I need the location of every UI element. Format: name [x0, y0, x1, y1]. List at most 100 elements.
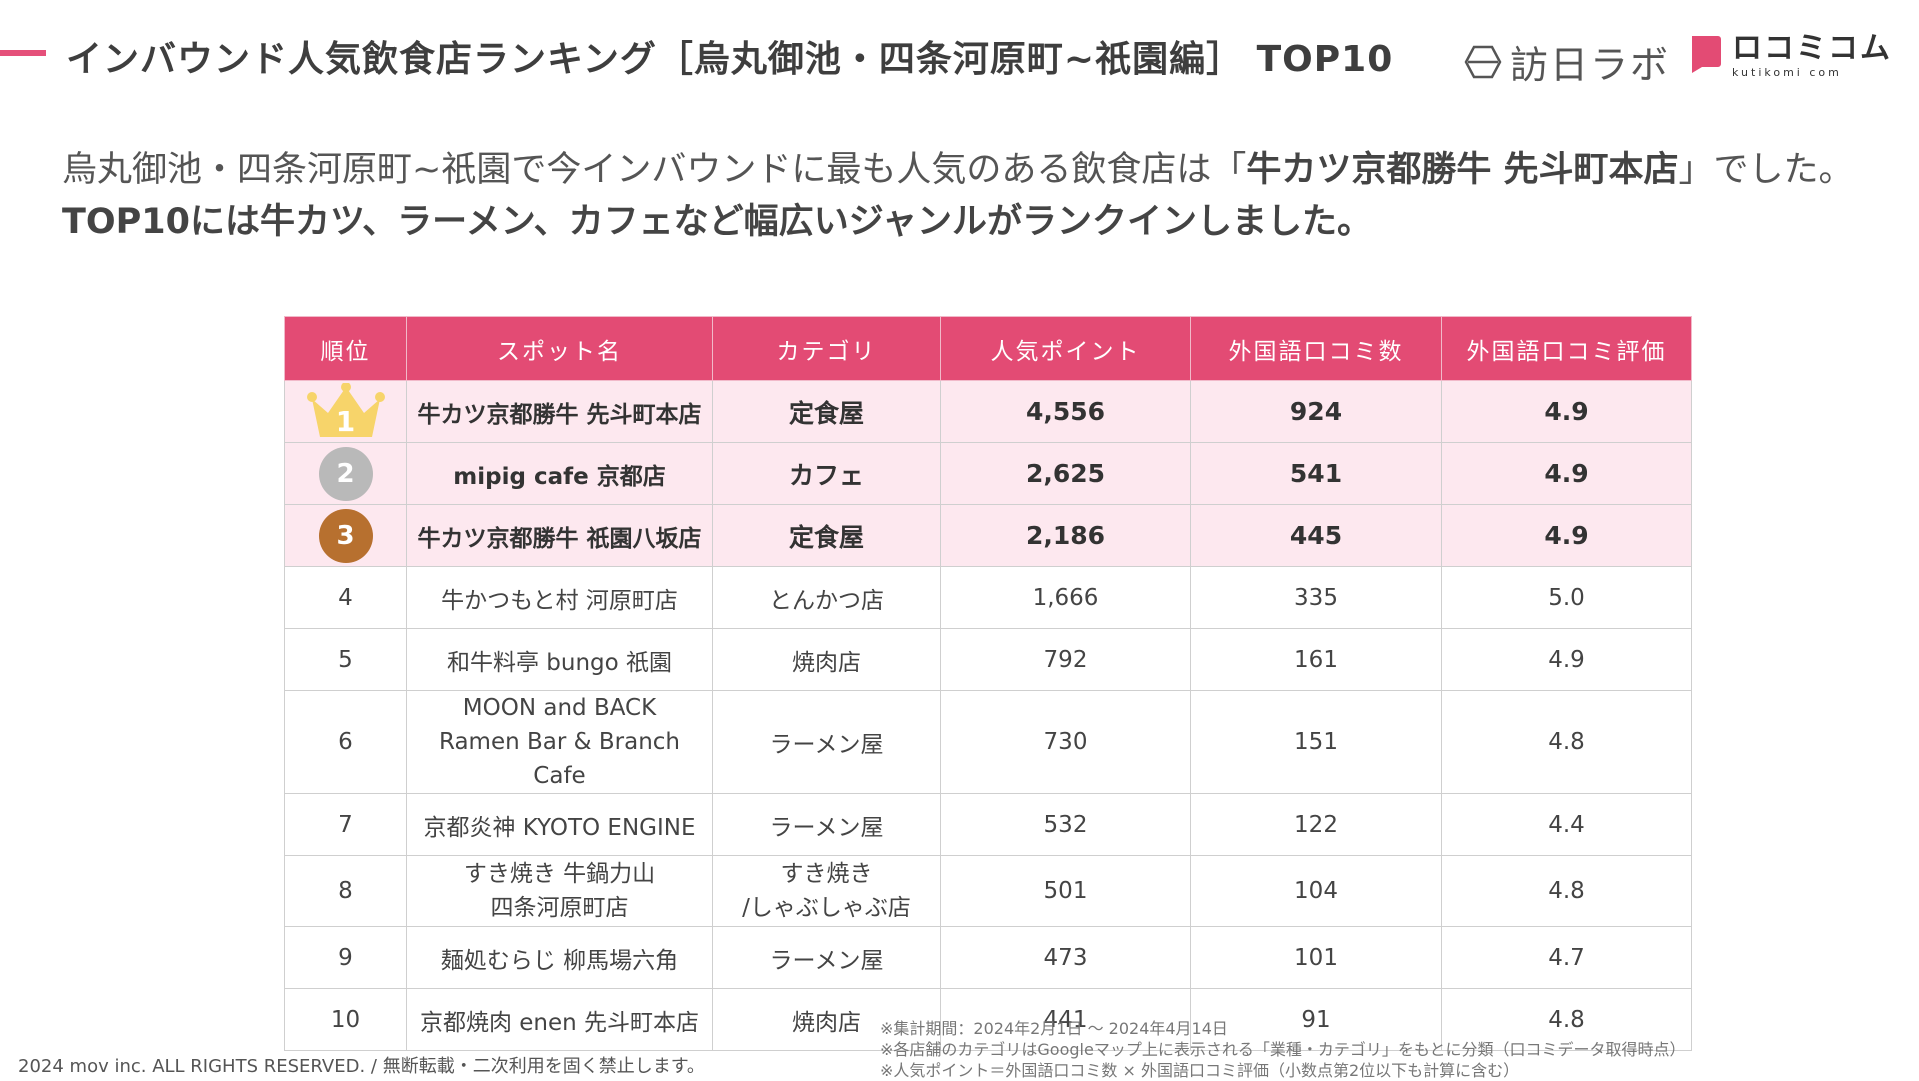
lead-paragraph: 烏丸御池・四条河原町~祇園で今インバウンドに最も人気のある飲食店は「牛カツ京都勝…	[62, 144, 1882, 248]
review-count: 91	[1190, 988, 1442, 1051]
rank-cell: 9	[284, 926, 407, 989]
houjitsu-labo-logo: 訪日ラボ	[1464, 34, 1670, 89]
bronze-medal-icon: 3	[318, 508, 373, 563]
footnotes: ※集計期間：2024年2月1日 〜 2024年4月14日 ※各店舗のカテゴリはG…	[880, 1018, 1686, 1081]
table-row: 6 MOON and BACK Ramen Bar & Branch Cafe ラ…	[284, 690, 1692, 794]
spot-name: 牛カツ京都勝牛 先斗町本店	[406, 380, 713, 443]
category: 焼肉店	[712, 988, 941, 1051]
rank-number: 1	[335, 404, 356, 438]
footnote-category: ※各店舗のカテゴリはGoogleマップ上に表示される「業種・カテゴリ」をもとに分…	[880, 1040, 1686, 1059]
spot-name: 京都炎神 KYOTO ENGINE	[406, 793, 713, 856]
popularity-points: 501	[940, 855, 1191, 927]
spot-name-line2: Ramen Bar & Branch Cafe	[438, 729, 681, 789]
review-count: 104	[1190, 855, 1442, 927]
rank-cell: 10	[284, 988, 407, 1051]
review-rating: 4.9	[1441, 442, 1692, 505]
category: 定食屋	[712, 380, 941, 443]
review-count: 101	[1190, 926, 1442, 989]
popularity-points: 441	[940, 988, 1191, 1051]
popularity-points: 532	[940, 793, 1191, 856]
lead-text-1: 烏丸御池・四条河原町~祇園で今インバウンドに最も人気のある飲食店は「	[62, 150, 1247, 190]
spot-name: 牛かつもと村 河原町店	[406, 566, 713, 629]
header-review-rating: 外国語口コミ評価	[1441, 316, 1692, 381]
category: とんかつ店	[712, 566, 941, 629]
review-rating: 4.9	[1441, 628, 1692, 691]
spot-name: 麺処むらじ 柳馬場六角	[406, 926, 713, 989]
crown-icon: 1	[306, 382, 386, 441]
hexagon-logo-icon	[1464, 45, 1502, 78]
rank-cell: 6	[284, 690, 407, 794]
table-row: 2 mipig cafe 京都店 カフェ 2,625 541 4.9	[284, 442, 1692, 505]
review-rating: 4.9	[1441, 380, 1692, 443]
category: すき焼き/しゃぶしゃぶ店	[712, 855, 941, 927]
review-rating: 4.8	[1441, 855, 1692, 927]
footnote-points: ※人気ポイント＝外国語口コミ数 × 外国語口コミ評価（小数点第2位以下も計算に含…	[880, 1061, 1520, 1080]
copyright-notice: 2024 mov inc. ALL RIGHTS RESERVED. / 無断転…	[18, 1056, 705, 1077]
review-count: 924	[1190, 380, 1442, 443]
table-row: 5 和牛料亭 bungo 祇園 焼肉店 792 161 4.9	[284, 628, 1692, 691]
title-accent-bar	[0, 50, 46, 56]
lead-highlight-shop: 牛カツ京都勝牛 先斗町本店	[1246, 150, 1679, 190]
spot-name-line1: すき焼き 牛鍋力山	[463, 861, 656, 887]
review-count: 541	[1190, 442, 1442, 505]
popularity-points: 2,186	[940, 504, 1191, 567]
spot-name: 牛カツ京都勝牛 祇園八坂店	[406, 504, 713, 567]
kutikomi-logo-subtext: kutikomi com	[1732, 66, 1842, 79]
category-line1: すき焼き	[780, 861, 873, 887]
header-spot-name: スポット名	[406, 316, 713, 381]
page-title: インバウンド人気飲食店ランキング［烏丸御池・四条河原町~祇園編］ TOP10	[66, 39, 1394, 80]
rank-cell: 3	[284, 504, 407, 567]
review-count: 335	[1190, 566, 1442, 629]
popularity-points: 730	[940, 690, 1191, 794]
ranking-table: 順位 スポット名 カテゴリ 人気ポイント 外国語口コミ数 外国語口コミ評価 1 …	[284, 316, 1692, 1051]
spot-name: 京都焼肉 enen 先斗町本店	[406, 988, 713, 1051]
lead-highlight-summary: TOP10には牛カツ、ラーメン、カフェなど幅広いジャンルがランクインしました。	[62, 202, 1372, 242]
table-row: 8 すき焼き 牛鍋力山 四条河原町店 すき焼き/しゃぶしゃぶ店 501 104 4…	[284, 855, 1692, 927]
review-rating: 4.8	[1441, 690, 1692, 794]
rank-cell: 8	[284, 855, 407, 927]
popularity-points: 2,625	[940, 442, 1191, 505]
review-rating: 4.7	[1441, 926, 1692, 989]
header-rank: 順位	[284, 316, 407, 381]
popularity-points: 792	[940, 628, 1191, 691]
spot-name: すき焼き 牛鍋力山 四条河原町店	[406, 855, 713, 927]
rank-cell: 2	[284, 442, 407, 505]
review-rating: 5.0	[1441, 566, 1692, 629]
review-rating: 4.9	[1441, 504, 1692, 567]
header-category: カテゴリ	[712, 316, 941, 381]
category: ラーメン屋	[712, 690, 941, 794]
rank-cell: 7	[284, 793, 407, 856]
category-line2: /しゃぶしゃぶ店	[742, 895, 911, 921]
category: カフェ	[712, 442, 941, 505]
review-count: 445	[1190, 504, 1442, 567]
footnote-period: ※集計期間：2024年2月1日 〜 2024年4月14日	[880, 1019, 1228, 1038]
popularity-points: 1,666	[940, 566, 1191, 629]
category: ラーメン屋	[712, 793, 941, 856]
rank-cell: 1	[284, 380, 407, 443]
table-row: 10 京都焼肉 enen 先斗町本店 焼肉店 441 91 4.8	[284, 988, 1692, 1051]
table-row: 3 牛カツ京都勝牛 祇園八坂店 定食屋 2,186 445 4.9	[284, 504, 1692, 567]
popularity-points: 473	[940, 926, 1191, 989]
table-row: 9 麺処むらじ 柳馬場六角 ラーメン屋 473 101 4.7	[284, 926, 1692, 989]
review-rating: 4.4	[1441, 793, 1692, 856]
houjitsu-logo-text: 訪日ラボ	[1510, 43, 1671, 87]
header-review-count: 外国語口コミ数	[1190, 316, 1442, 381]
category: ラーメン屋	[712, 926, 941, 989]
category: 焼肉店	[712, 628, 941, 691]
rank-cell: 5	[284, 628, 407, 691]
spot-name: 和牛料亭 bungo 祇園	[406, 628, 713, 691]
review-count: 122	[1190, 793, 1442, 856]
review-rating: 4.8	[1441, 988, 1692, 1051]
header-popularity-points: 人気ポイント	[940, 316, 1191, 381]
spot-name-line1: MOON and BACK	[462, 695, 657, 721]
popularity-points: 4,556	[940, 380, 1191, 443]
silver-medal-icon: 2	[318, 446, 373, 501]
table-header-row: 順位 スポット名 カテゴリ 人気ポイント 外国語口コミ数 外国語口コミ評価	[284, 316, 1692, 381]
review-count: 161	[1190, 628, 1442, 691]
kutikomi-logo-text: ロコミコム	[1732, 31, 1892, 66]
rank-cell: 4	[284, 566, 407, 629]
speech-bubble-icon	[1692, 36, 1721, 73]
spot-name-line2: 四条河原町店	[490, 895, 629, 921]
review-count: 151	[1190, 690, 1442, 794]
kutikomi-logo: ロコミコム kutikomi com	[1688, 34, 1892, 79]
